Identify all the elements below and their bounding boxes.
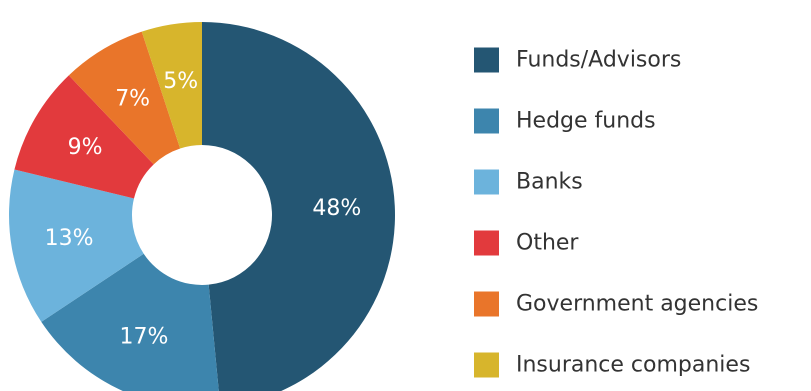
slice-label-funds-advisors: 48% [312,196,361,221]
legend-item-hedge-funds: Hedge funds [474,108,656,134]
legend-label: Insurance companies [516,353,750,378]
legend-swatch [474,47,499,73]
legend-item-funds-advisors: Funds/Advisors [474,47,681,73]
slice-labels: 48% 17% 13% 9% 7% 5% [45,69,362,349]
legend-label: Government agencies [516,292,758,317]
legend-item-other: Other [474,230,579,256]
legend-label: Funds/Advisors [516,48,681,73]
slice-other [14,75,154,199]
legend-item-government-agencies: Government agencies [474,291,758,317]
legend-swatch [474,108,499,134]
slice-funds-advisors [202,22,395,391]
donut-slices [8,22,395,391]
slice-label-other: 9% [68,135,103,160]
legend-label: Other [516,231,579,256]
slice-label-banks: 13% [45,226,94,251]
legend-swatch [474,352,499,378]
slice-insurance-companies [141,22,202,149]
slice-hedge-funds [41,253,219,391]
slice-banks [8,169,144,322]
legend-item-insurance-companies: Insurance companies [474,352,750,378]
slice-label-government-agencies: 7% [115,87,150,112]
legend-item-banks: Banks [474,169,583,195]
legend-label: Hedge funds [516,109,656,134]
slice-government-agencies [68,31,181,165]
legend-swatch [474,291,499,317]
legend-swatch [474,169,499,195]
slice-label-hedge-funds: 17% [120,324,169,349]
legend-label: Banks [516,170,583,195]
slice-label-insurance-companies: 5% [163,69,198,94]
legend-swatch [474,230,499,256]
legend: Funds/Advisors Hedge funds Banks Other Gover… [474,47,758,378]
